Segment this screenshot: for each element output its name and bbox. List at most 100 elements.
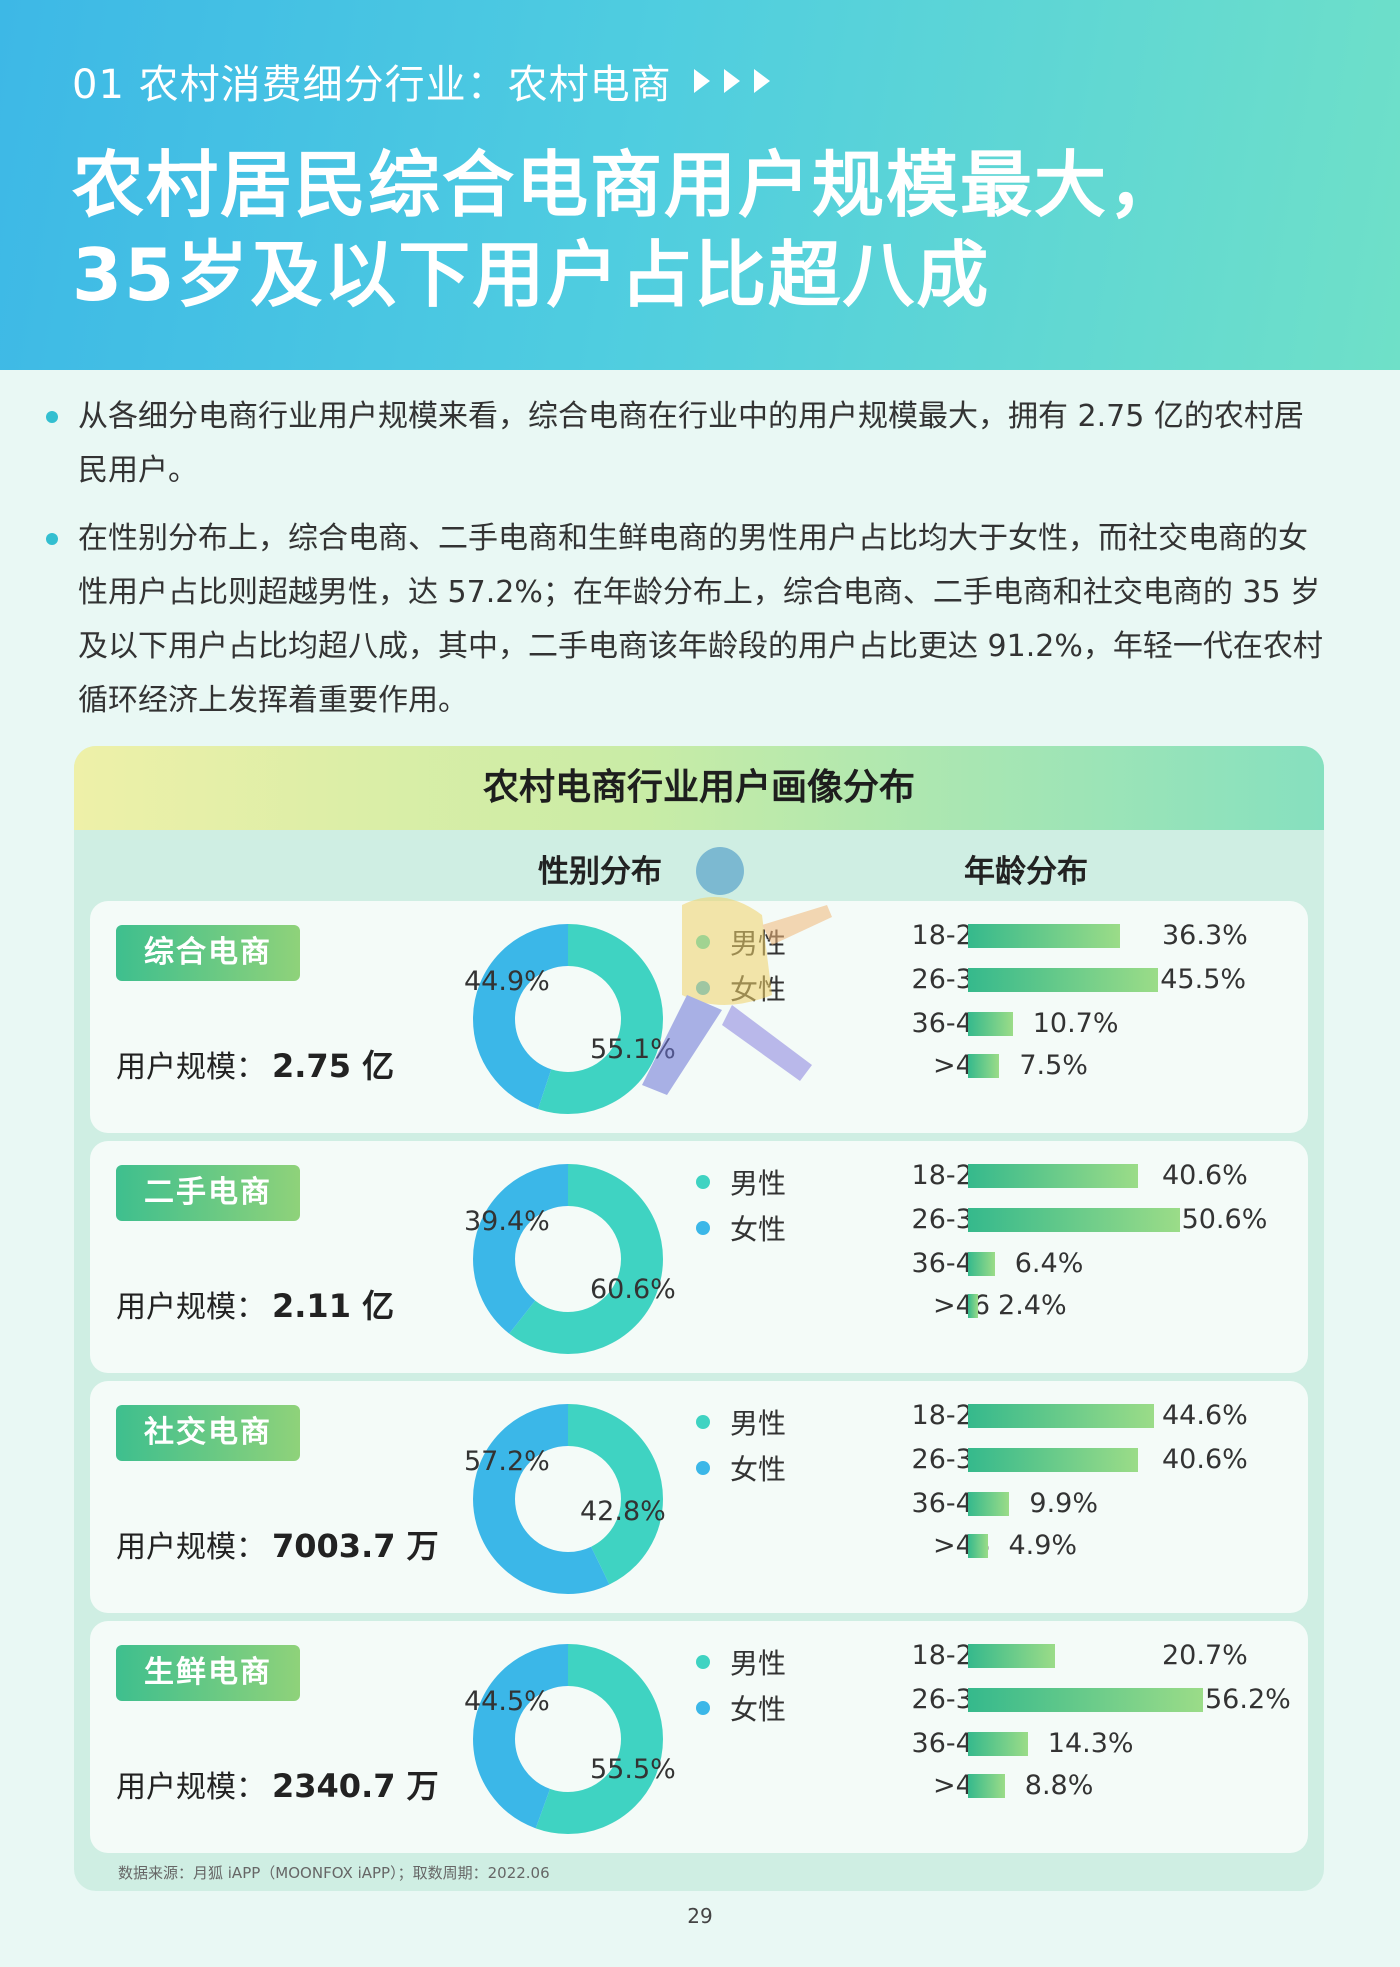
bullet-item: 从各细分电商行业用户规模来看，综合电商在行业中的用户规模最大，拥有 2.75 亿… xyxy=(42,390,1332,498)
gender-legend: 男性女性 xyxy=(696,1399,786,1491)
legend-dot-icon xyxy=(696,1655,710,1669)
legend-label: 男性 xyxy=(730,1167,787,1200)
age-value-label: 9.9% xyxy=(1029,1488,1098,1519)
age-value-label: 50.6% xyxy=(1181,1204,1268,1235)
gender-donut xyxy=(473,1164,663,1354)
scale-prefix: 用户规模： xyxy=(116,1290,266,1325)
legend-label: 女性 xyxy=(730,1693,787,1726)
donut-slice-female xyxy=(473,1404,663,1594)
age-bar xyxy=(968,1732,1028,1756)
bullet-dot-icon xyxy=(46,533,58,545)
legend-item-male: 男性 xyxy=(696,1159,786,1205)
legend-label: 男性 xyxy=(730,1647,787,1680)
scale-prefix: 用户规模： xyxy=(116,1530,266,1565)
figure-arm xyxy=(762,905,832,945)
age-bar xyxy=(968,1492,1010,1516)
donut-label-male: 60.6% xyxy=(590,1274,676,1305)
section-label: 01 农村消费细分行业：农村电商 xyxy=(72,52,780,110)
age-bar xyxy=(968,1688,1203,1712)
source-note: 数据来源：月狐 iAPP（MOONFOX iAPP）；取数周期：2022.06 xyxy=(118,1864,550,1882)
donut-slice-female xyxy=(473,1644,663,1834)
donut-label-female: 57.2% xyxy=(464,1446,550,1477)
donut-slice-female xyxy=(473,924,663,1114)
segment-scale: 用户规模： 2.11 亿 xyxy=(116,1281,394,1327)
bullet-list: 从各细分电商行业用户规模来看，综合电商在行业中的用户规模最大，拥有 2.75 亿… xyxy=(42,390,1332,742)
legend-dot-icon xyxy=(696,1175,710,1189)
age-value-label: 8.8% xyxy=(1024,1770,1094,1801)
figure-head xyxy=(696,847,744,895)
legend-dot-icon xyxy=(696,1701,710,1715)
age-bar xyxy=(968,1644,1055,1668)
legend-item-male: 男性 xyxy=(696,1639,786,1685)
legend-dot-icon xyxy=(696,1461,710,1475)
bullet-text: 从各细分电商行业用户规模来看，综合电商在行业中的用户规模最大，拥有 2.75 亿… xyxy=(78,399,1304,488)
age-value-label: 6.4% xyxy=(1014,1248,1084,1279)
age-bar xyxy=(968,968,1159,992)
segment-tag: 社交电商 xyxy=(116,1405,300,1461)
legend-label: 女性 xyxy=(730,1453,787,1486)
page-title: 农村居民综合电商用户规模最大， 35岁及以下用户占比超八成 xyxy=(72,140,1182,320)
donut-label-female: 44.5% xyxy=(464,1686,550,1717)
segment-card: 二手电商 用户规模： 2.11 亿 39.4% 60.6% 男性 女性 18-25 40.6% 2… xyxy=(90,1141,1308,1373)
legend-item-male: 男性 xyxy=(696,1399,786,1445)
scale-value: 2.75 亿 xyxy=(272,1047,395,1085)
age-value-label: 36.3% xyxy=(1162,920,1248,951)
page-number: 29 xyxy=(687,1904,713,1928)
age-value-label: 44.6% xyxy=(1162,1400,1248,1431)
age-bar xyxy=(968,1164,1138,1188)
donut-slice-female xyxy=(473,1164,663,1354)
headline-line2: 35岁及以下用户占比超八成 xyxy=(72,233,991,317)
segment-tag: 生鲜电商 xyxy=(116,1645,300,1701)
age-bar xyxy=(968,1534,989,1558)
age-bar xyxy=(968,1294,979,1318)
chart-title: 农村电商行业用户画像分布 xyxy=(74,746,1324,830)
running-person-illustration xyxy=(642,847,832,1095)
legend-label: 女性 xyxy=(730,1213,787,1246)
age-value-label: 40.6% xyxy=(1162,1444,1248,1475)
figure-leg-2 xyxy=(722,1005,812,1081)
age-value-label: 40.6% xyxy=(1162,1160,1248,1191)
donut-label-male: 55.5% xyxy=(590,1754,676,1785)
age-value-label: 56.2% xyxy=(1205,1684,1291,1715)
legend-dot-icon xyxy=(696,1415,710,1429)
donut-label-female: 44.9% xyxy=(464,966,550,997)
bullet-text: 在性别分布上，综合电商、二手电商和生鲜电商的男性用户占比均大于女性，而社交电商的… xyxy=(78,521,1323,718)
gender-donut xyxy=(473,1404,663,1594)
arrows-icon xyxy=(693,69,780,93)
segment-tag: 综合电商 xyxy=(116,925,300,981)
bullet-dot-icon xyxy=(46,411,58,423)
segment-scale: 用户规模： 7003.7 万 xyxy=(116,1521,439,1567)
age-bar xyxy=(968,924,1120,948)
age-value-label: 4.9% xyxy=(1008,1530,1078,1561)
age-bar xyxy=(968,1404,1155,1428)
gender-header: 性别分布 xyxy=(538,854,662,890)
gender-donut xyxy=(473,924,663,1114)
header-banner: 01 农村消费细分行业：农村电商 农村居民综合电商用户规模最大， 35岁及以下用… xyxy=(0,0,1400,370)
scale-value: 2.11 亿 xyxy=(272,1287,395,1325)
legend-item-female: 女性 xyxy=(696,1685,786,1731)
age-label: >46 xyxy=(933,1290,990,1321)
gender-legend: 男性女性 xyxy=(696,1639,786,1731)
age-bar xyxy=(968,1448,1138,1472)
section-label-text: 01 农村消费细分行业：农村电商 xyxy=(72,62,672,108)
legend-label: 男性 xyxy=(730,1407,787,1440)
age-value-label: 7.5% xyxy=(1019,1050,1088,1081)
gender-donut xyxy=(473,1644,663,1834)
donut-label-female: 39.4% xyxy=(464,1206,550,1237)
age-bar xyxy=(968,1252,995,1276)
scale-prefix: 用户规模： xyxy=(116,1770,266,1805)
segment-tag: 二手电商 xyxy=(116,1165,300,1221)
legend-dot-icon xyxy=(696,1221,710,1235)
scale-value: 2340.7 万 xyxy=(272,1767,439,1805)
scale-prefix: 用户规模： xyxy=(116,1050,266,1085)
figure-torso xyxy=(682,897,772,1005)
segment-card: 社交电商 用户规模： 7003.7 万 57.2% 42.8% 男性 女性 18-25 44.6… xyxy=(90,1381,1308,1613)
legend-item-female: 女性 xyxy=(696,1445,786,1491)
age-bar xyxy=(968,1774,1005,1798)
age-value-label: 20.7% xyxy=(1162,1640,1248,1671)
segment-scale: 用户规模： 2340.7 万 xyxy=(116,1761,439,1807)
scale-value: 7003.7 万 xyxy=(272,1527,439,1565)
age-value-label: 45.5% xyxy=(1160,964,1247,995)
age-value-label: 14.3% xyxy=(1047,1728,1134,1759)
segment-scale: 用户规模： 2.75 亿 xyxy=(116,1041,394,1087)
